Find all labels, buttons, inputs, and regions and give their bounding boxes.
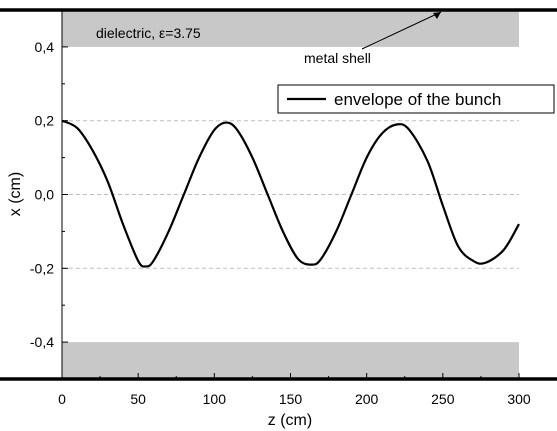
x-axis-title: z (cm) xyxy=(268,412,312,429)
x-tick-label: 0 xyxy=(58,391,66,407)
x-tick-label: 50 xyxy=(130,391,146,407)
y-tick-label: 0,4 xyxy=(35,39,55,55)
y-tick-label: 0,0 xyxy=(35,187,55,203)
x-tick-label: 100 xyxy=(203,391,227,407)
series-line-envelope xyxy=(61,119,520,268)
x-tick-label: 300 xyxy=(507,391,531,407)
y-tick-label: -0,2 xyxy=(30,260,54,276)
metal-shell-arrow xyxy=(361,11,442,50)
x-tick-label: 150 xyxy=(279,391,303,407)
dielectric-region-bottom xyxy=(62,342,519,379)
dielectric-label: dielectric, ε=3.75 xyxy=(96,25,201,41)
y-tick-label: -0,4 xyxy=(30,334,54,350)
legend: envelope of the bunch xyxy=(277,84,555,114)
axis-ticks: 0 50 100 150 200 250 300 -0,4 -0,2 0,0 0,2 0,4 xyxy=(30,39,531,407)
metal-shell-arrowhead xyxy=(433,12,441,19)
x-tick-label: 250 xyxy=(431,391,455,407)
dielectric-region-top xyxy=(62,10,519,47)
legend-label: envelope of the bunch xyxy=(334,90,501,109)
metal-shell-label: metal shell xyxy=(304,50,371,66)
y-axis-title: x (cm) xyxy=(7,172,24,216)
y-tick-label: 0,2 xyxy=(35,113,55,129)
x-tick-label: 200 xyxy=(355,391,379,407)
grid-lines xyxy=(62,120,519,269)
